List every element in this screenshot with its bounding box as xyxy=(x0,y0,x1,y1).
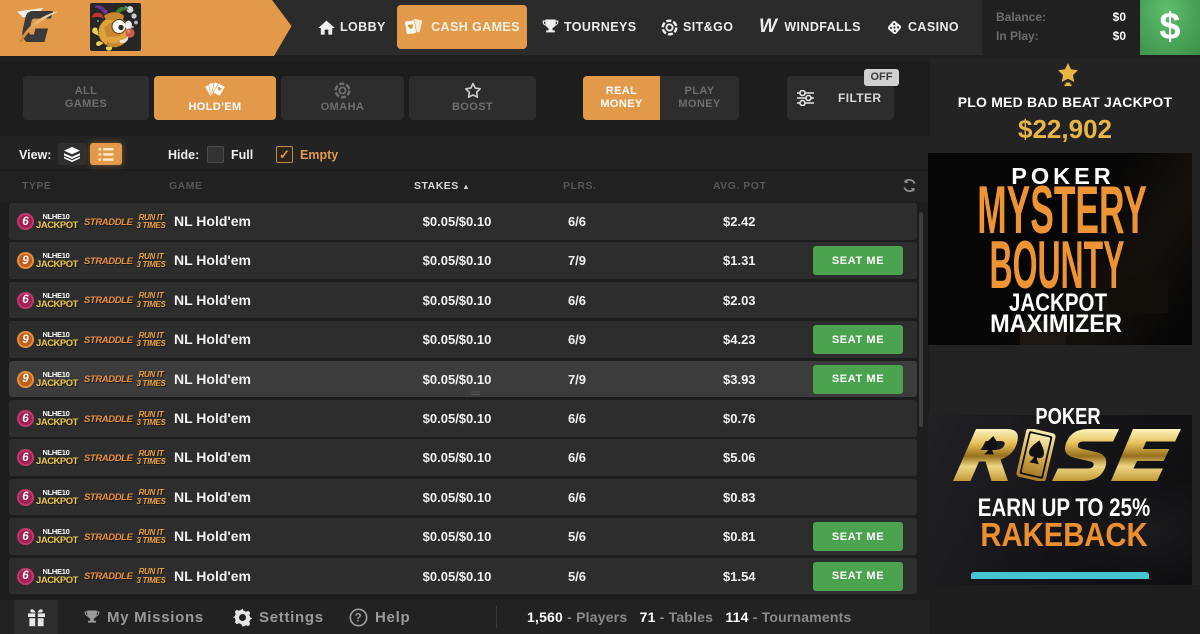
svg-text:?: ? xyxy=(355,612,363,624)
